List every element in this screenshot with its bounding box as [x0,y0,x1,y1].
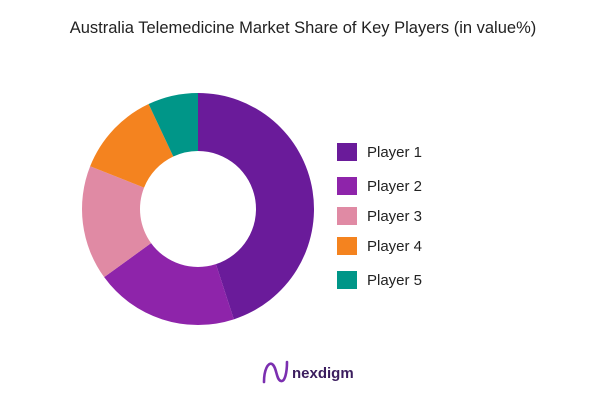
legend-swatch-player-2 [337,177,357,195]
legend-swatch-player-1 [337,143,357,161]
nexdigm-logo: nexdigm [262,360,354,384]
legend-label-player-4: Player 4 [367,238,422,255]
slice-player-4 [90,104,174,188]
slice-player-1 [198,93,314,320]
legend-label-player-3: Player 3 [367,208,422,225]
slice-player-2 [104,243,234,325]
chart-title: Australia Telemedicine Market Share of K… [70,19,537,37]
legend-swatch-player-4 [337,237,357,255]
slice-player-3 [82,166,152,278]
legend-swatch-player-5 [337,271,357,289]
legend-label-player-5: Player 5 [367,272,422,289]
legend-label-player-2: Player 2 [367,178,422,195]
legend-label-player-1: Player 1 [367,144,422,161]
brand-name: nexdigm [292,365,354,382]
nexdigm-logo-mark [262,360,289,384]
donut-slices [82,93,314,325]
legend: Player 1 Player 2 Player 3 Player 4 Player 5 [337,143,422,289]
slice-player-5 [148,93,198,157]
legend-swatch-player-3 [337,207,357,225]
